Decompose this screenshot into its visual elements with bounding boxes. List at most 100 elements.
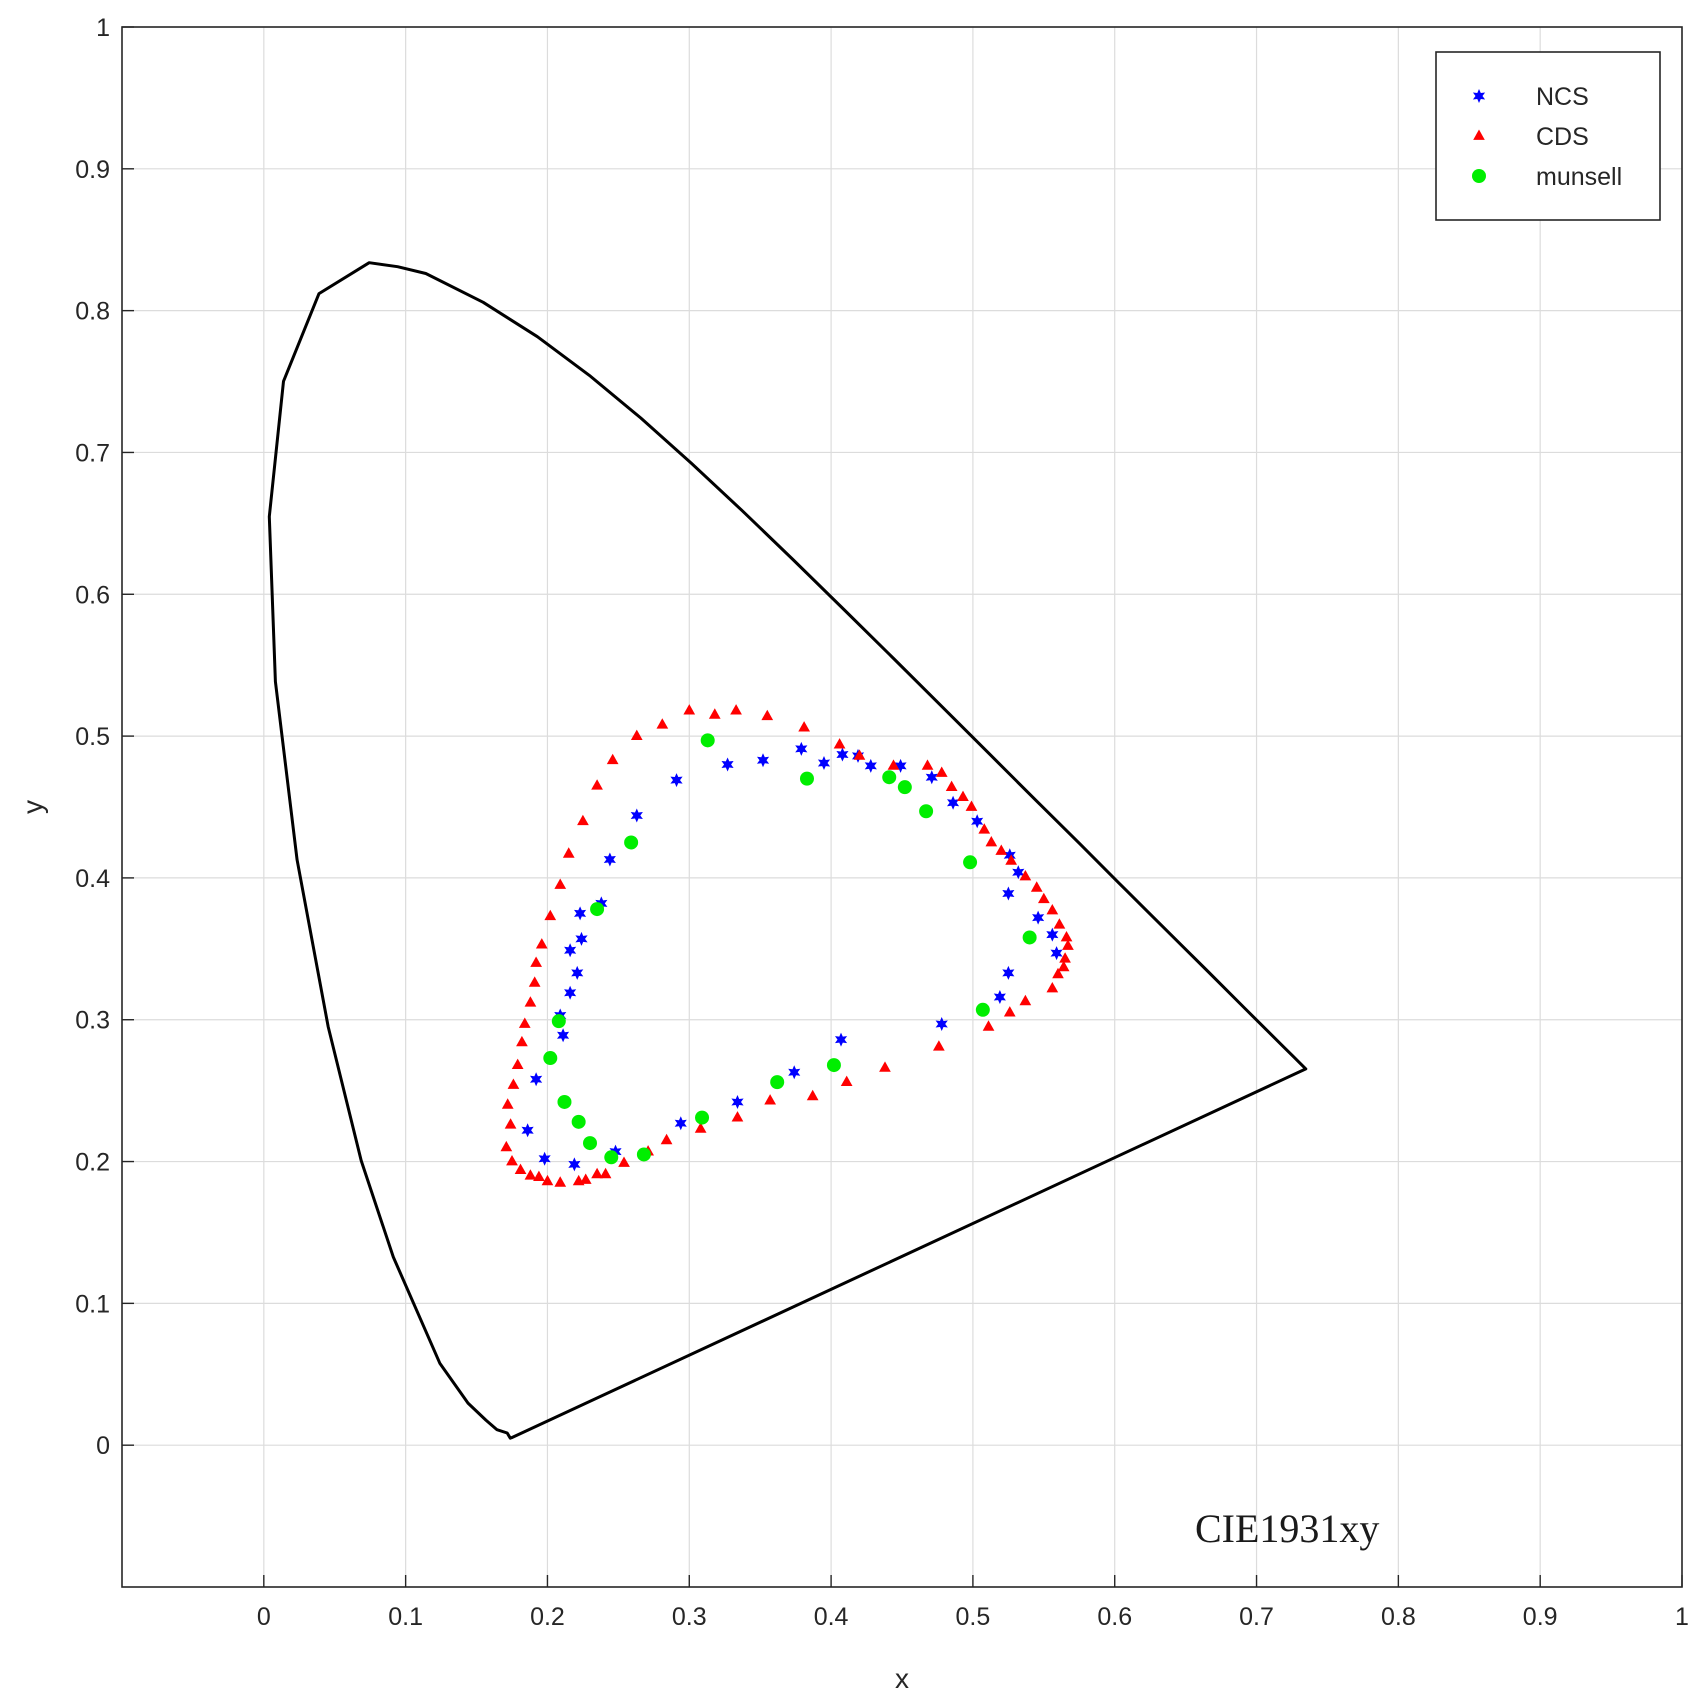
munsell-point [604,1150,619,1165]
cds-point [1053,918,1066,929]
cds-point [982,1020,995,1031]
cds-point [1046,982,1059,993]
x-tick-label: 0.2 [530,1603,565,1631]
cds-point [518,1017,531,1028]
cds-point [554,1176,567,1187]
y-tick-label: 0.5 [75,723,110,751]
cds-point [577,814,589,826]
cds-point [1019,994,1032,1006]
ncs-point [575,931,588,946]
ncs-point [571,965,584,980]
cds-point [599,1167,612,1179]
cds-point [683,704,696,715]
cds-point [1030,881,1043,892]
ncs-point [864,758,877,773]
legend-label-munsell: munsell [1536,163,1622,191]
ncs-point [1050,946,1063,961]
cds-point [507,1078,520,1089]
y-tick-label: 0.7 [75,439,110,467]
x-tick-label: 0.1 [388,1603,423,1631]
ncs-point [757,753,770,768]
x-tick-label: 1 [1675,1603,1689,1631]
x-tick-label: 0.3 [672,1603,707,1631]
cds-point [618,1156,630,1167]
ncs-point [670,773,683,788]
munsell-point [551,1014,566,1029]
ncs-point [603,852,616,867]
ncs-point [721,757,734,772]
y-tick-label: 0.9 [75,156,110,184]
cds-point [1038,892,1050,904]
ncs-point [795,741,808,756]
ncs-point [568,1157,581,1172]
cds-point [1052,967,1064,979]
cds-point [544,909,557,921]
y-tick-label: 0.8 [75,298,110,326]
x-tick-label: 0.4 [814,1603,849,1631]
ncs-point [894,758,907,773]
cds-point [516,1035,528,1047]
cds-point [806,1089,819,1101]
ncs-point [609,1144,622,1159]
cds-point [978,823,991,834]
cds-point [528,976,541,987]
ncs-point [1046,927,1059,942]
ncs-point [731,1095,744,1109]
y-tick-label: 0.4 [75,865,110,893]
cds-point [798,721,810,732]
munsell-point [571,1114,586,1129]
munsell-point [799,771,814,786]
cds-point [764,1094,776,1105]
munsell-point [543,1051,558,1066]
cds-point [731,1111,744,1122]
munsell-point [919,804,934,819]
cds-point [524,1169,537,1180]
legend-marker-ncs [1472,89,1486,103]
x-tick-label: 0.8 [1381,1603,1416,1631]
ncs-point [530,1072,543,1087]
munsell-point [700,733,715,748]
x-tick-label: 0 [257,1603,271,1631]
y-tick-label: 0.6 [75,581,110,609]
ncs-point [564,985,577,1000]
cds-point [853,749,866,760]
cds-point [730,704,742,715]
cds-point [1005,854,1017,865]
cds-point [533,1170,545,1181]
y-tick-label: 0.1 [75,1290,110,1318]
cds-point [562,847,575,858]
munsell-point [695,1110,710,1125]
x-tick-label: 0.5 [956,1603,991,1631]
cds-point [945,780,958,791]
series-munsell [543,733,1037,1165]
chart-annotation: CIE1931xy [1195,1506,1379,1551]
ncs-point [557,1028,570,1043]
cds-point [840,1075,853,1086]
series-ncs [521,733,1063,1172]
y-axis-label: y [17,800,48,814]
cds-point [579,1173,592,1184]
cds-point [1060,931,1073,942]
legend-markers [1472,89,1486,183]
ncs-point [835,1032,848,1047]
y-tick-label: 0.2 [75,1149,110,1177]
ncs-point [993,990,1006,1004]
cds-point [504,1118,517,1129]
cds-point [630,729,643,740]
cds-point [694,1122,707,1133]
cds-point [591,1167,603,1179]
ncs-point [1012,865,1025,880]
plot-area-frame [121,26,1683,1588]
ncs-point [521,1123,534,1138]
cds-point [506,1155,518,1166]
cds-point [965,800,978,811]
cds-point [660,1133,673,1145]
ncs-point [1032,910,1045,925]
cds-point [879,1061,891,1072]
cds-point [572,1174,585,1186]
y-tick-labels: 0 0.1 0.2 0.3 0.4 0.5 0.6 0.7 0.8 0.9 1 [75,14,110,1460]
cds-point [535,938,548,949]
munsell-point [557,1094,572,1109]
y-tick-label: 1 [96,14,110,42]
